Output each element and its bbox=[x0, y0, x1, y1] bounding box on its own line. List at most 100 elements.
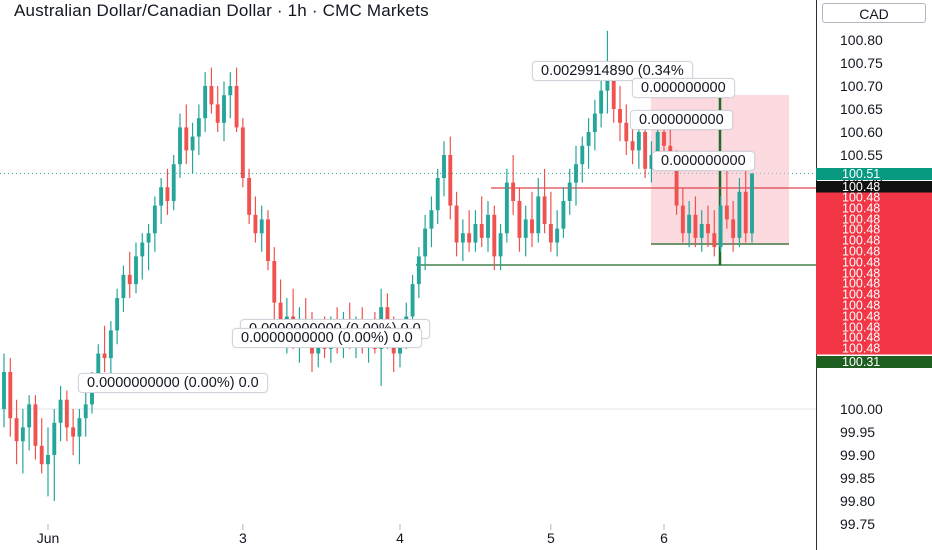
candle-body bbox=[39, 445, 44, 465]
candle-body bbox=[423, 228, 428, 257]
stacked-price-tag: 100.48 bbox=[816, 310, 932, 323]
candle-body bbox=[20, 427, 25, 442]
candle-body bbox=[724, 205, 729, 220]
candle-body bbox=[542, 196, 547, 224]
candle-body bbox=[228, 86, 233, 96]
candle-body bbox=[8, 372, 13, 419]
candle-body bbox=[234, 86, 239, 128]
stacked-price-tag: 100.48 bbox=[816, 267, 932, 279]
candle-body bbox=[152, 205, 157, 234]
candle-body bbox=[203, 86, 208, 119]
candle-body bbox=[479, 224, 484, 238]
candle-body bbox=[108, 330, 113, 359]
candle-body bbox=[165, 187, 170, 201]
candle-body bbox=[592, 113, 597, 132]
stacked-price-tag: 100.48 bbox=[816, 278, 932, 290]
candle-body bbox=[240, 127, 245, 178]
candle-body bbox=[611, 76, 616, 109]
stacked-price-tag: 100.48 bbox=[816, 234, 932, 247]
stacked-price-tag: 100.48 bbox=[816, 256, 932, 269]
price-tick-label: 100.70 bbox=[840, 78, 883, 94]
candle-body bbox=[731, 219, 736, 238]
candle-body bbox=[272, 261, 277, 303]
candle-body bbox=[46, 455, 50, 465]
candle-body bbox=[2, 372, 6, 409]
stacked-price-tag: 100.48 bbox=[816, 245, 932, 258]
candle-body bbox=[77, 418, 82, 437]
price-tick-label: 99.75 bbox=[840, 516, 876, 532]
stacked-price-tag: 100.48 bbox=[816, 213, 932, 225]
candle-body bbox=[649, 155, 654, 169]
stacked-price-tag: 100.48 bbox=[816, 288, 932, 301]
candle-body bbox=[14, 418, 19, 442]
candle-body bbox=[680, 205, 685, 234]
time-tick-label: 5 bbox=[546, 530, 555, 546]
candle-body bbox=[134, 256, 138, 285]
candle-body bbox=[706, 224, 710, 234]
candle-body bbox=[687, 214, 692, 234]
candle-body bbox=[410, 284, 415, 317]
candle-body bbox=[548, 224, 553, 243]
time-tick-label: 4 bbox=[396, 530, 404, 546]
candle-body bbox=[504, 182, 509, 234]
candle-body bbox=[586, 132, 591, 146]
zero-label-2: 0.000000000 bbox=[630, 110, 733, 130]
candle-body bbox=[102, 353, 107, 359]
candle-body bbox=[140, 242, 145, 257]
candle-body bbox=[699, 224, 704, 238]
candle-body bbox=[71, 427, 76, 437]
candle-body bbox=[416, 256, 421, 285]
zero-label-1: 0.000000000 bbox=[632, 78, 735, 98]
candle-body bbox=[209, 86, 214, 105]
price-tick-label: 100.65 bbox=[840, 101, 883, 117]
candle-body bbox=[33, 404, 38, 446]
candle-body bbox=[718, 205, 723, 248]
candle-body bbox=[630, 141, 635, 151]
stacked-price-tag: 100.48 bbox=[816, 202, 932, 215]
candle-body bbox=[662, 132, 666, 146]
price-tick-label: 99.80 bbox=[840, 493, 876, 509]
candle-body bbox=[146, 233, 151, 243]
measure-label-3: 0.0000000000 (0.00%) 0.0 bbox=[78, 373, 268, 393]
candle-body bbox=[624, 122, 629, 142]
candle-body bbox=[184, 127, 189, 151]
candle-body bbox=[561, 201, 566, 229]
price-tick-label: 100.80 bbox=[840, 32, 883, 48]
candle-body bbox=[530, 219, 534, 234]
candle-body bbox=[643, 132, 648, 169]
candle-body bbox=[253, 214, 258, 234]
candle-body bbox=[171, 164, 176, 201]
candle-body bbox=[492, 214, 497, 257]
candle-body bbox=[655, 132, 660, 155]
candle-body bbox=[196, 118, 201, 137]
candle-body bbox=[555, 228, 560, 243]
price-tick-label: 100.55 bbox=[840, 147, 883, 163]
candle-body bbox=[159, 187, 164, 206]
stacked-price-tag: 100.48 bbox=[816, 224, 932, 236]
candle-body bbox=[454, 205, 459, 243]
candle-body bbox=[429, 210, 434, 229]
candle-body bbox=[448, 155, 453, 206]
candle-body bbox=[574, 164, 578, 183]
candle-body bbox=[605, 76, 610, 91]
chart-title: Australian Dollar/Canadian Dollar · 1h ·… bbox=[14, 1, 429, 20]
candle-body bbox=[618, 109, 622, 123]
measure-label-2: 0.0000000000 (0.00%) 0.0 bbox=[232, 328, 422, 348]
price-tick-label: 99.85 bbox=[840, 470, 876, 486]
candle-body bbox=[58, 399, 63, 423]
bottom-price-tag: 100.31 bbox=[816, 356, 932, 368]
candle-body bbox=[599, 90, 604, 114]
candle-body bbox=[460, 233, 465, 243]
candle-body bbox=[190, 136, 195, 151]
zero-label-3: 0.000000000 bbox=[652, 151, 755, 171]
time-tick-label: 6 bbox=[660, 530, 668, 546]
stacked-price-tag: 100.48 bbox=[816, 332, 932, 344]
candle-body bbox=[222, 95, 226, 123]
candle-body bbox=[737, 191, 742, 238]
candle-body bbox=[511, 182, 516, 201]
currency-selector[interactable]: CAD bbox=[822, 3, 926, 23]
level-price-tag: 100.48 bbox=[816, 181, 932, 193]
range-measure-label: 0.0029914890 (0.34% bbox=[532, 61, 693, 81]
stacked-price-tag: 100.48 bbox=[816, 321, 932, 333]
